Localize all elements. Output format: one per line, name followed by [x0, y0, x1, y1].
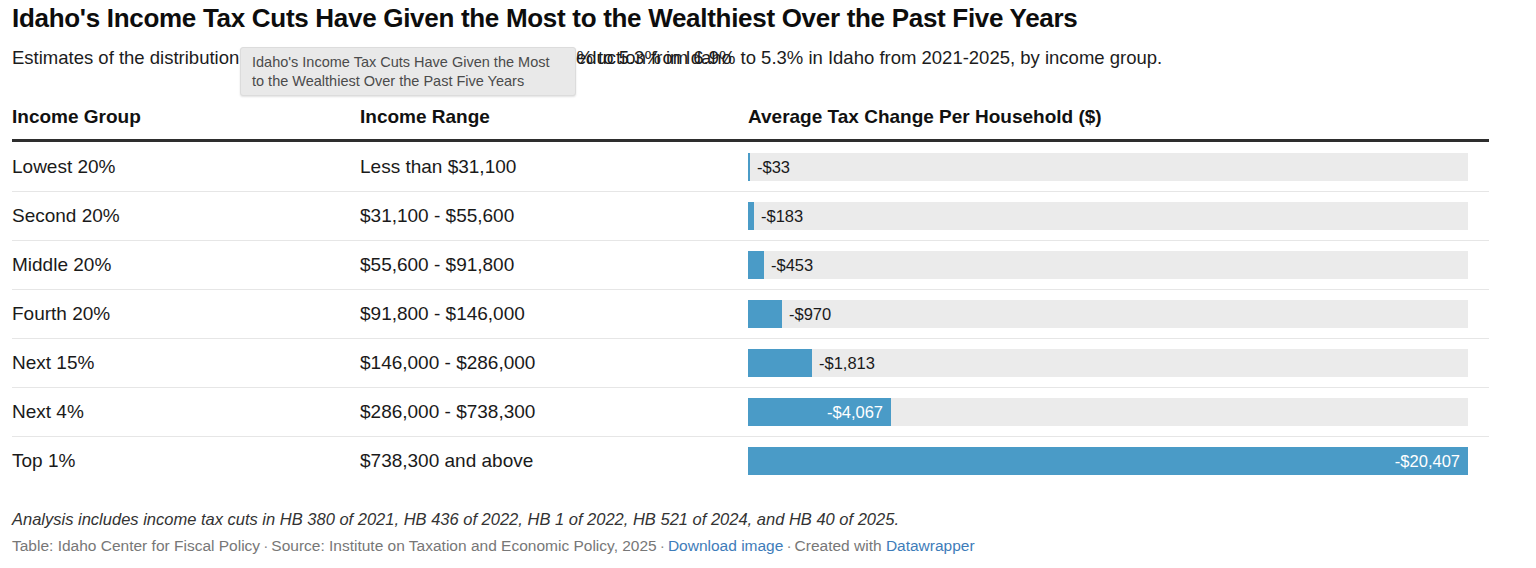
bar-track: -$453	[748, 251, 1468, 279]
created-with-text: Created with	[795, 537, 882, 554]
bar-cell: -$33	[748, 153, 1489, 181]
income-group-cell: Lowest 20%	[12, 156, 360, 178]
table-row: Next 15%$146,000 - $286,000 -$1,813	[12, 338, 1489, 387]
tax-change-bar	[748, 447, 1468, 475]
tax-change-bar	[748, 202, 754, 230]
bar-cell: -$20,407	[748, 447, 1489, 475]
bar-value-label: -$33	[757, 157, 790, 176]
bar-value-label: -$970	[789, 305, 831, 324]
subtitle-text-right: eduction from 6.9% to 5.3% in Idaho from…	[576, 46, 1162, 69]
tax-change-bar	[748, 153, 750, 181]
income-group-cell: Second 20%	[12, 205, 360, 227]
bar-value-label: -$4,067	[827, 403, 883, 422]
bar-value-label: -$183	[761, 207, 803, 226]
tax-change-bar	[748, 251, 764, 279]
separator-dot: ·	[260, 537, 271, 554]
bar-cell: -$970	[748, 300, 1489, 328]
byline: Table: Idaho Center for Fiscal Policy·So…	[12, 536, 1489, 556]
footnote: Analysis includes income tax cuts in HB …	[12, 509, 1489, 530]
hover-tooltip: Idaho's Income Tax Cuts Have Given the M…	[240, 47, 576, 96]
income-range-cell: $31,100 - $55,600	[360, 205, 748, 227]
bar-track: -$183	[748, 202, 1468, 230]
income-group-cell: Top 1%	[12, 450, 360, 472]
bar-cell: -$1,813	[748, 349, 1489, 377]
table-row: Lowest 20%Less than $31,100 -$33	[12, 142, 1489, 191]
attribution-text: Table: Idaho Center for Fiscal Policy	[12, 537, 260, 554]
bar-track: -$1,813	[748, 349, 1468, 377]
bar-value-label: -$20,407	[1395, 452, 1460, 471]
column-header-avg-tax-change: Average Tax Change Per Household ($)	[748, 105, 1489, 129]
income-group-cell: Fourth 20%	[12, 303, 360, 325]
income-range-cell: Less than $31,100	[360, 156, 748, 178]
bar-cell: -$183	[748, 202, 1489, 230]
datawrapper-link[interactable]: Datawrapper	[886, 537, 975, 554]
bar-value-label: -$1,813	[819, 354, 875, 373]
column-header-income-group: Income Group	[12, 105, 360, 129]
separator-dot: ·	[783, 537, 794, 554]
table-row: Top 1%$738,300 and above -$20,407	[12, 436, 1489, 485]
tax-change-bar	[748, 349, 812, 377]
income-range-cell: $286,000 - $738,300	[360, 401, 748, 423]
separator-dot: ·	[657, 537, 668, 554]
chart-title: Idaho's Income Tax Cuts Have Given the M…	[12, 2, 1489, 35]
income-range-cell: $738,300 and above	[360, 450, 748, 472]
chart-container: Idaho's Income Tax Cuts Have Given the M…	[0, 0, 1536, 568]
table-header-row: Income Group Income Range Average Tax Ch…	[12, 105, 1489, 142]
income-group-cell: Next 15%	[12, 352, 360, 374]
source-text: Source: Institute on Taxation and Econom…	[271, 537, 656, 554]
income-range-cell: $91,800 - $146,000	[360, 303, 748, 325]
bar-track: -$33	[748, 153, 1468, 181]
column-header-income-range: Income Range	[360, 105, 748, 129]
table-row: Middle 20%$55,600 - $91,800 -$453	[12, 240, 1489, 289]
table-row: Fourth 20%$91,800 - $146,000 -$970	[12, 289, 1489, 338]
bar-track: -$4,067	[748, 398, 1468, 426]
bar-track: -$20,407	[748, 447, 1468, 475]
tax-change-bar	[748, 300, 782, 328]
bar-value-label: -$453	[771, 256, 813, 275]
income-group-cell: Next 4%	[12, 401, 360, 423]
income-range-cell: $55,600 - $91,800	[360, 254, 748, 276]
income-range-cell: $146,000 - $286,000	[360, 352, 748, 374]
chart-subtitle: Estimates of the distribution of the inc…	[12, 46, 1489, 69]
table-row: Second 20%$31,100 - $55,600 -$183	[12, 191, 1489, 240]
bar-cell: -$453	[748, 251, 1489, 279]
bar-cell: -$4,067	[748, 398, 1489, 426]
download-image-link[interactable]: Download image	[668, 537, 783, 554]
table-body: Lowest 20%Less than $31,100 -$33 Second 20…	[12, 142, 1489, 485]
table-row: Next 4%$286,000 - $738,300 -$4,067	[12, 387, 1489, 436]
bar-track: -$970	[748, 300, 1468, 328]
income-group-cell: Middle 20%	[12, 254, 360, 276]
